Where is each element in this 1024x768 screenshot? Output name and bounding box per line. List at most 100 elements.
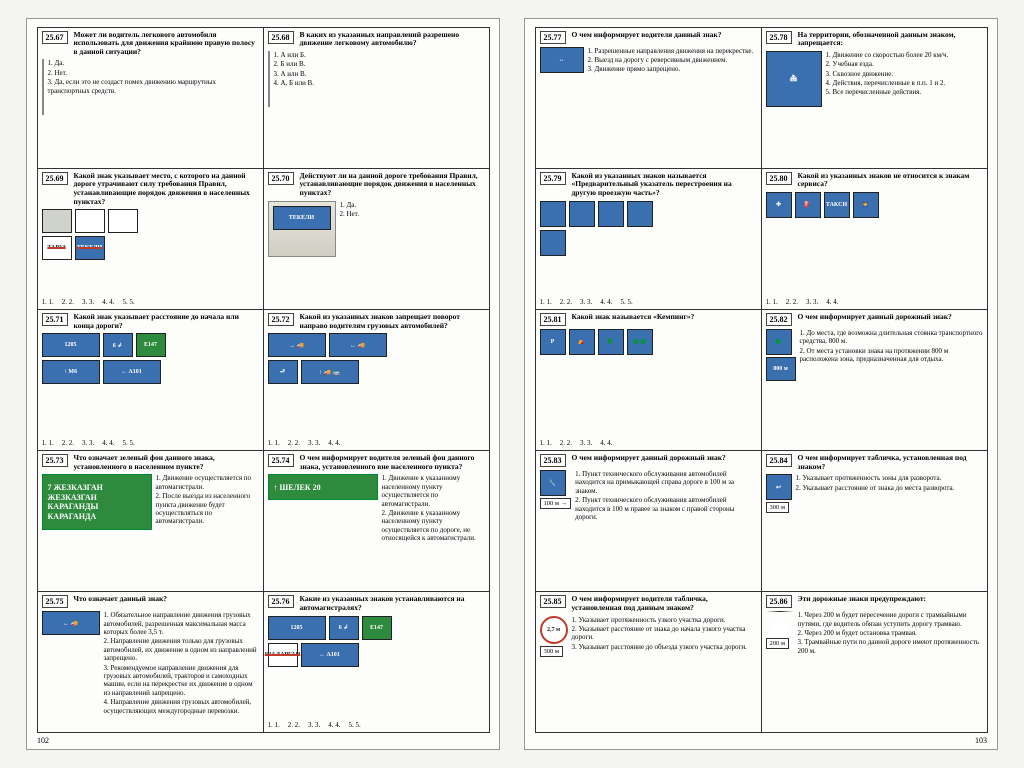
sign-tile: ← 🚚 <box>42 611 100 635</box>
sign-tile: ↑ 🚚 🚌 <box>301 360 359 384</box>
answers-list: 1. Указывает протяженность узкого участк… <box>572 616 757 653</box>
illustration: 🌲800 м <box>766 329 796 381</box>
question-cell: 25.78На территории, обозначенной данным … <box>761 27 988 169</box>
illustration: 🏘 <box>766 51 822 107</box>
question-number: 25.77 <box>540 31 566 44</box>
question-cell: 25.84О чем информирует табличка, установ… <box>761 450 988 592</box>
question-number: 25.74 <box>268 454 294 467</box>
sign-tile: 🌲 <box>766 329 792 355</box>
sign-tile: ✚ <box>766 192 792 218</box>
question-cell: 25.85О чем информирует водителя табличка… <box>535 591 762 733</box>
question-cell: 25.79 Какой из указанных знаков называетс… <box>535 168 762 310</box>
question-number: 25.71 <box>42 313 68 326</box>
question-number: 25.75 <box>42 595 68 608</box>
question-number: 25.78 <box>766 31 792 44</box>
question-cell: 25.67Может ли водитель легкового автомоб… <box>37 27 264 169</box>
question-text: О чем информирует водителя зеленый фон д… <box>300 454 485 471</box>
illustration: 🔧100 м → <box>540 470 572 509</box>
grid-left: 25.67Может ли водитель легкового автомоб… <box>37 27 489 733</box>
illustration: ✚⛽ТАКСИ👮 <box>766 192 879 218</box>
illustration: P⛺🌲🌲🌲 <box>540 329 653 355</box>
question-cell: 25.72Какой из указанных знаков запрещает… <box>263 309 490 451</box>
answers-list: 1. Да.2. Нет. <box>340 201 485 220</box>
question-cell: 25.71 Какой знак указывает расстояние до … <box>37 309 264 451</box>
illustration <box>540 201 666 256</box>
sign-tile: 🌲 <box>598 329 624 355</box>
illustration: ↔ <box>540 47 584 73</box>
sign-tile: ШАЛАРГАН <box>268 643 298 667</box>
option-labels: 1. 1.2. 2.3. 3.4. 4.5. 5. <box>268 721 485 729</box>
question-cell: 25.83О чем информирует данный дорожный з… <box>535 450 762 592</box>
illustration: 12056 ↲E147↑ M6← A101 <box>42 333 168 384</box>
question-text: Какой из указанных знаков не относится к… <box>798 172 983 189</box>
illustration: 2,7 м300 м <box>540 616 568 657</box>
sign-tile: 🌲🌲 <box>627 329 653 355</box>
sign-tile: 1205 <box>42 333 100 357</box>
answers-list: 1. Движение со скоростью более 20 км/ч.2… <box>826 51 983 98</box>
sign-tile: 🏘 <box>766 51 822 107</box>
sign-tile <box>108 209 138 233</box>
answers-list: 1. Пункт технического обслуживания автом… <box>575 470 756 522</box>
question-cell: 25.69Какой знак указывает место, с котор… <box>37 168 264 310</box>
question-text: Какой из указанных знаков называется «Пр… <box>572 172 757 198</box>
question-cell: 25.77О чем информирует водителя данный з… <box>535 27 762 169</box>
grid-right: 25.77О чем информирует водителя данный з… <box>535 27 987 733</box>
sign-tile: ТЕКЕЛИ <box>75 236 105 260</box>
option-labels: 1. 1.2. 2.3. 3.4. 4.5. 5. <box>42 298 259 306</box>
answers-list: 1. Обязательное направление движения гру… <box>104 611 259 716</box>
sign-tile <box>569 201 595 227</box>
sign-tile: ↑ M6 <box>42 360 100 384</box>
sign-tile <box>766 611 794 636</box>
sign-tile <box>627 201 653 227</box>
question-cell: 25.70Действуют ли на данной дороге требо… <box>263 168 490 310</box>
question-cell: 25.76 Какие из указанных знаков устанавли… <box>263 591 490 733</box>
question-text: Эти дорожные знаки предупреждают: <box>798 595 927 608</box>
option-labels: 1. 1.2. 2.3. 3.4. 4. <box>268 439 485 447</box>
question-text: О чем информирует данный дорожный знак? <box>798 313 952 326</box>
question-number: 25.67 <box>42 31 68 44</box>
sign-tile <box>598 201 624 227</box>
sign-tile: ↔ <box>540 47 584 73</box>
question-text: Какой знак указывает расстояние до начал… <box>74 313 259 330</box>
sign-tile: ← 🚚 <box>329 333 387 357</box>
question-text: В каких из указанных направлений разреше… <box>300 31 485 48</box>
sign-tile: → 🚚 <box>268 333 326 357</box>
question-cell: 25.80Какой из указанных знаков не относи… <box>761 168 988 310</box>
question-cell: 25.86 Эти дорожные знаки предупреждают: 20… <box>761 591 988 733</box>
answers-list: 1. Движение осуществляется по автомагист… <box>156 474 259 526</box>
question-text: Какой из указанных знаков запрещает пово… <box>300 313 485 330</box>
question-number: 25.79 <box>540 172 566 185</box>
question-number: 25.81 <box>540 313 566 326</box>
sign-tile: 🔧 <box>540 470 566 496</box>
sign-tile: ТАРАЗ <box>42 236 72 260</box>
sign-tile: 👮 <box>853 192 879 218</box>
sign-tile <box>75 209 105 233</box>
page-left: 25.67Может ли водитель легкового автомоб… <box>26 18 500 750</box>
question-number: 25.70 <box>268 172 294 185</box>
page-right: 25.77О чем информирует водителя данный з… <box>524 18 998 750</box>
page-number-left: 102 <box>37 733 489 745</box>
question-text: Что означает данный знак? <box>74 595 168 608</box>
question-number: 25.86 <box>766 595 792 608</box>
answers-list: 1. А или Б.2. Б или В.3. А или В.4. А, Б… <box>274 51 485 89</box>
sign-tile: 6 ↲ <box>103 333 133 357</box>
sign-tile <box>42 209 72 233</box>
sign-tile: E147 <box>136 333 166 357</box>
illustration <box>268 51 270 107</box>
sign-tile: 6 ↲ <box>329 616 359 640</box>
sign-tile <box>540 230 566 256</box>
answers-list: 1. Указывает протяженность зоны для разв… <box>796 474 983 493</box>
sign-tile: ↩ <box>766 474 792 500</box>
question-text: Какие из указанных знаков устанавливаютс… <box>300 595 485 612</box>
question-cell: 25.82О чем информирует данный дорожный з… <box>761 309 988 451</box>
sign-tile: ⮐ <box>268 360 298 384</box>
question-number: 25.73 <box>42 454 68 467</box>
sign-tile: E147 <box>362 616 392 640</box>
illustration: 200 м <box>766 611 794 649</box>
question-number: 25.76 <box>268 595 294 608</box>
question-cell: 25.74 О чем информирует водителя зеленый … <box>263 450 490 592</box>
question-cell: 25.81Какой знак называется «Кемпинг»?P⛺🌲… <box>535 309 762 451</box>
question-text: О чем информирует табличка, установленна… <box>798 454 983 471</box>
illustration: ← 🚚 <box>42 611 100 635</box>
option-labels: 1. 1.2. 2.3. 3.4. 4.5. 5. <box>42 439 259 447</box>
